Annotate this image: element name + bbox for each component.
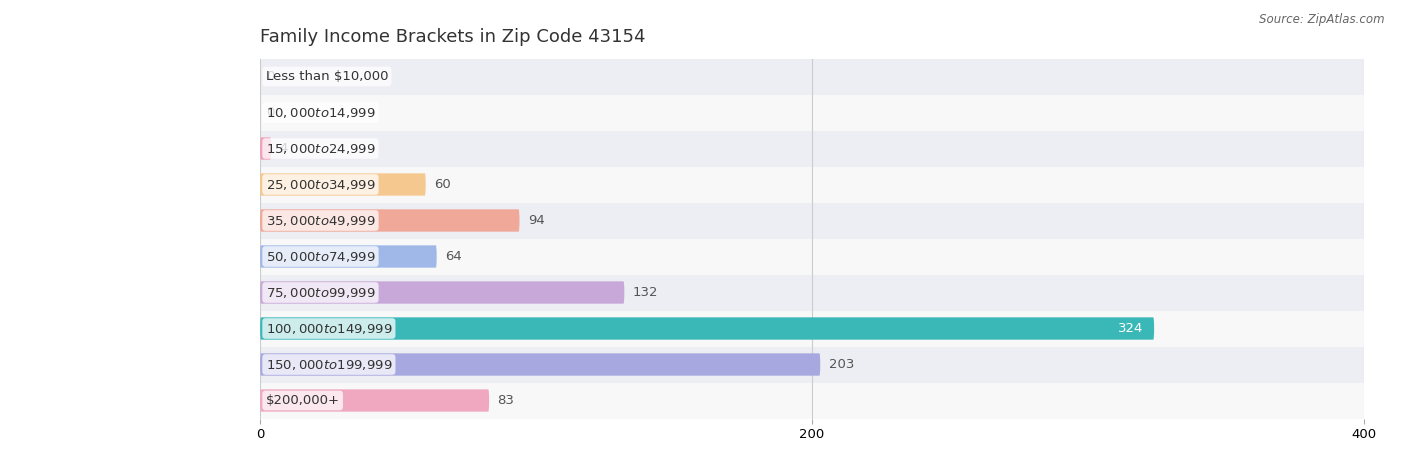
- Text: $200,000+: $200,000+: [266, 394, 340, 407]
- Bar: [260, 58, 1364, 94]
- FancyBboxPatch shape: [260, 389, 489, 412]
- Text: $35,000 to $49,999: $35,000 to $49,999: [266, 213, 375, 228]
- Bar: [260, 238, 1364, 274]
- Text: $25,000 to $34,999: $25,000 to $34,999: [266, 177, 375, 192]
- Text: 94: 94: [527, 214, 544, 227]
- Bar: [260, 274, 1364, 310]
- Text: $15,000 to $24,999: $15,000 to $24,999: [266, 141, 375, 156]
- Text: 0: 0: [266, 106, 274, 119]
- FancyBboxPatch shape: [260, 317, 1154, 340]
- FancyBboxPatch shape: [260, 353, 820, 376]
- Bar: [260, 382, 1364, 418]
- Text: Family Income Brackets in Zip Code 43154: Family Income Brackets in Zip Code 43154: [260, 28, 645, 46]
- Text: 0: 0: [266, 70, 274, 83]
- Text: $50,000 to $74,999: $50,000 to $74,999: [266, 249, 375, 264]
- Text: $75,000 to $99,999: $75,000 to $99,999: [266, 285, 375, 300]
- Bar: [260, 346, 1364, 382]
- Bar: [260, 94, 1364, 130]
- FancyBboxPatch shape: [260, 281, 624, 304]
- Text: 64: 64: [444, 250, 461, 263]
- Text: Source: ZipAtlas.com: Source: ZipAtlas.com: [1260, 14, 1385, 27]
- Text: $10,000 to $14,999: $10,000 to $14,999: [266, 105, 375, 120]
- FancyBboxPatch shape: [260, 245, 437, 268]
- Text: $100,000 to $149,999: $100,000 to $149,999: [266, 321, 392, 336]
- Bar: [260, 130, 1364, 166]
- Bar: [260, 166, 1364, 202]
- Text: 4: 4: [280, 142, 288, 155]
- Bar: [260, 310, 1364, 346]
- Text: 83: 83: [498, 394, 515, 407]
- Text: Less than $10,000: Less than $10,000: [266, 70, 388, 83]
- FancyBboxPatch shape: [260, 209, 519, 232]
- Text: $150,000 to $199,999: $150,000 to $199,999: [266, 357, 392, 372]
- Text: 60: 60: [434, 178, 451, 191]
- Text: 324: 324: [1118, 322, 1143, 335]
- Bar: [260, 202, 1364, 238]
- Text: 203: 203: [828, 358, 853, 371]
- Text: 132: 132: [633, 286, 658, 299]
- FancyBboxPatch shape: [260, 173, 426, 196]
- FancyBboxPatch shape: [260, 137, 271, 160]
